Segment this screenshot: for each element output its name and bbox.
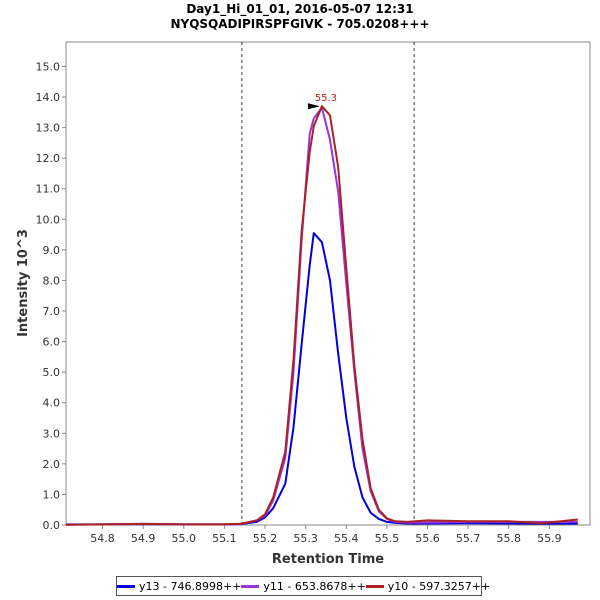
x-axis-title: Retention Time <box>272 552 384 567</box>
y-tick-label: 14.0 <box>36 91 61 104</box>
y-tick-label: 2.0 <box>43 458 61 471</box>
x-tick-label: 54.8 <box>90 532 115 545</box>
y-tick-label: 15.0 <box>36 60 61 73</box>
legend-label-y13: y13 - 746.8998++ <box>139 579 242 593</box>
y-tick-label: 1.0 <box>43 488 61 501</box>
peak-label: 55.3 <box>315 93 337 104</box>
y-tick-label: 0.0 <box>43 519 61 532</box>
series-line-y10 <box>65 105 578 526</box>
chart-title: Day1_Hi_01_01, 2016-05-07 12:31 NYQSQADI… <box>0 2 600 32</box>
x-tick-label: 55.9 <box>537 532 562 545</box>
x-tick-label: 55.7 <box>456 532 481 545</box>
series-lines <box>65 105 578 526</box>
y-tick-label: 9.0 <box>43 244 61 257</box>
chart-title-line-1: Day1_Hi_01_01, 2016-05-07 12:31 <box>186 2 414 16</box>
x-tick-label: 55.2 <box>253 532 278 545</box>
boundary-lines <box>241 42 415 525</box>
x-axis-ticks: 54.8 54.9 55.0 55.1 55.2 55.3 55.4 55.5 55.6 55.7… <box>90 525 562 545</box>
y-tick-label: 10.0 <box>36 213 61 226</box>
chart-title-line-2: NYQSQADIPIRSPFGIVK - 705.0208+++ <box>170 17 430 31</box>
peak-marker-icon <box>307 103 320 110</box>
y-tick-label: 13.0 <box>36 122 61 135</box>
x-tick-label: 54.9 <box>131 532 156 545</box>
x-tick-label: 55.1 <box>212 532 237 545</box>
x-tick-label: 55.3 <box>293 532 318 545</box>
y-tick-label: 11.0 <box>36 183 61 196</box>
legend-item-y10: y10 - 597.3257++ <box>365 579 491 593</box>
y-tick-label: 7.0 <box>43 305 61 318</box>
legend: y13 - 746.8998++ y11 - 653.8678++ y10 - … <box>116 576 490 596</box>
legend-label-y10: y10 - 597.3257++ <box>387 579 491 593</box>
x-tick-label: 55.6 <box>415 532 440 545</box>
y-tick-label: 6.0 <box>43 336 61 349</box>
x-tick-label: 55.8 <box>497 532 522 545</box>
y-axis-ticks: 0.0 1.0 2.0 3.0 4.0 5.0 6.0 7.0 8.0 9.0 10.0 11.0 12… <box>36 60 66 532</box>
y-tick-label: 5.0 <box>43 366 61 379</box>
plot-area <box>65 41 591 526</box>
x-tick-label: 55.4 <box>334 532 359 545</box>
y-tick-label: 12.0 <box>36 152 61 165</box>
legend-label-y11: y11 - 653.8678++ <box>263 579 366 593</box>
legend-swatch-y13 <box>117 584 135 588</box>
legend-item-y13: y13 - 746.8998++ <box>117 580 241 593</box>
y-tick-label: 8.0 <box>43 274 61 287</box>
y-tick-label: 4.0 <box>43 397 61 410</box>
x-tick-label: 55.5 <box>375 532 400 545</box>
legend-swatch-y11 <box>241 584 260 588</box>
legend-swatch-y10 <box>365 584 384 588</box>
y-axis-title: Intensity 10^3 <box>16 229 31 337</box>
peak-annotation: 55.3 <box>307 93 337 110</box>
x-tick-label: 55.0 <box>172 532 197 545</box>
legend-item-y11: y11 - 653.8678++ <box>241 579 366 593</box>
y-tick-label: 3.0 <box>43 427 61 440</box>
